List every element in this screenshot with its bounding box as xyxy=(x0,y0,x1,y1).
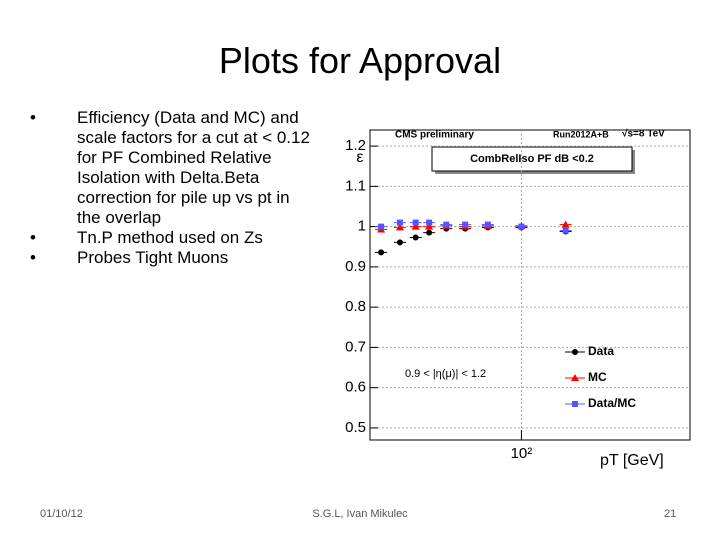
x-axis-label: pT [GeV] xyxy=(600,452,664,469)
marker xyxy=(412,234,419,241)
marker xyxy=(378,223,385,230)
y-tick-label: 0.8 xyxy=(345,298,366,315)
marker xyxy=(484,221,491,228)
y-tick-label: 0.6 xyxy=(345,379,366,396)
selection-box xyxy=(431,146,633,172)
marker xyxy=(561,220,570,228)
marker xyxy=(395,223,404,231)
plot-energy: √s=8 TeV xyxy=(622,129,665,140)
bullet: Tn.P method used on Zs xyxy=(30,228,315,248)
bullet: Efficiency (Data and MC) and scale facto… xyxy=(30,108,315,228)
marker xyxy=(426,219,433,226)
marker xyxy=(571,374,579,381)
y-tick-label: 1 xyxy=(358,218,366,235)
y-tick-label: 0.5 xyxy=(345,419,366,436)
marker xyxy=(443,221,450,228)
marker xyxy=(396,239,403,246)
marker xyxy=(462,221,469,228)
y-tick-label: 1.2 xyxy=(345,137,366,154)
bullet-list: Efficiency (Data and MC) and scale facto… xyxy=(30,108,320,268)
bullet: Probes Tight Muons xyxy=(30,248,315,268)
x-tick-label: 10² xyxy=(511,445,533,462)
eta-label: 0.9 < |η(μ)| < 1.2 xyxy=(405,368,486,380)
plot: CMS preliminary Run2012A+B √s=8 TeV Comb… xyxy=(345,129,691,469)
legend-label: MC xyxy=(588,370,607,384)
marker xyxy=(572,349,578,355)
plot-run: Run2012A+B xyxy=(553,129,609,139)
footer-date: 01/10/12 xyxy=(40,508,83,520)
marker xyxy=(411,222,420,230)
marker xyxy=(426,229,433,236)
marker xyxy=(518,223,525,230)
page-number: 21 xyxy=(664,508,677,520)
marker xyxy=(572,401,578,407)
marker xyxy=(396,219,403,226)
marker xyxy=(378,249,385,256)
marker xyxy=(562,227,569,234)
plot-frame xyxy=(369,129,691,441)
y-tick-label: 0.7 xyxy=(345,338,366,355)
marker xyxy=(412,219,419,226)
selection-label: CombRelIso PF dB <0.2 xyxy=(470,153,594,165)
footer-author: S.G.L, Ivan Mikulec xyxy=(312,508,408,520)
marker xyxy=(425,222,434,230)
y-tick-label: 0.9 xyxy=(345,258,366,275)
legend-label: Data/MC xyxy=(588,396,636,410)
y-tick-label: 1.1 xyxy=(345,177,366,194)
slide-title: Plots for Approval xyxy=(218,40,502,81)
legend-label: Data xyxy=(588,344,614,358)
plot-tag: CMS preliminary xyxy=(395,130,474,141)
y-axis-label: ε xyxy=(356,149,363,166)
